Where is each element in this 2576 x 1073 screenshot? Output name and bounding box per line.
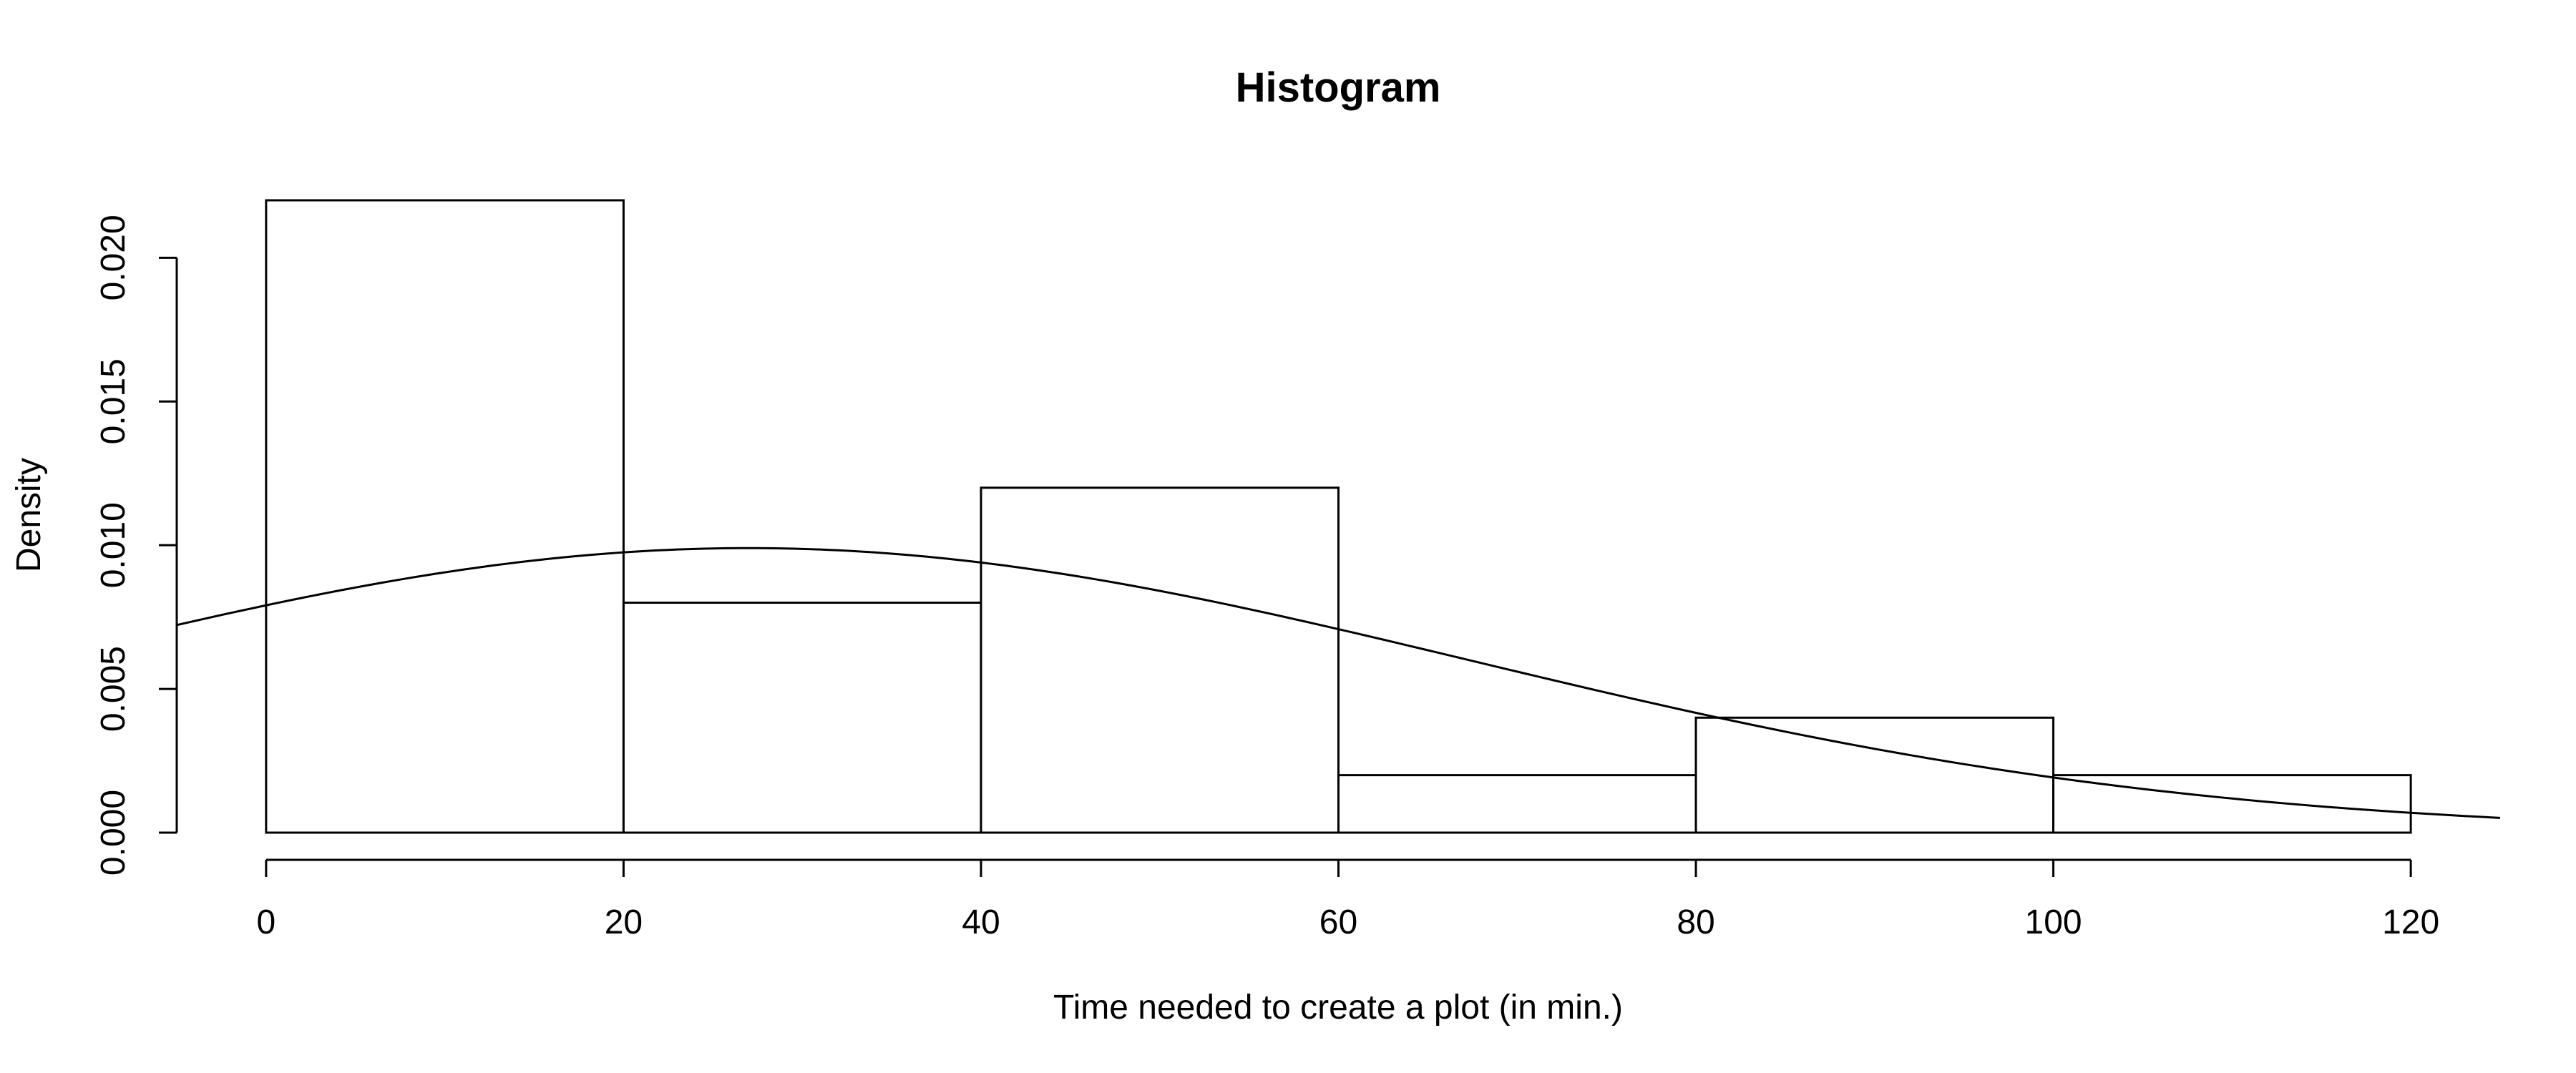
histogram-bar-1 — [265, 199, 625, 834]
y-axis-label: Density — [10, 458, 48, 572]
chart-title: Histogram — [1236, 64, 1441, 111]
x-tick-label-80: 80 — [1677, 903, 1714, 941]
x-tick-label-40: 40 — [962, 903, 1000, 941]
y-tick-label-0.010: 0.010 — [94, 502, 132, 588]
x-axis-label: Time needed to create a plot (in min.) — [1053, 989, 1623, 1027]
y-tick-label-0.015: 0.015 — [94, 358, 132, 444]
y-tick-label-0.000: 0.000 — [94, 790, 132, 876]
histogram-bar-3 — [980, 486, 1340, 834]
y-tick-label-0.005: 0.005 — [94, 646, 132, 732]
histogram-bars — [265, 199, 2412, 834]
x-axis: 0 20 40 60 80 100 120 — [257, 858, 2439, 941]
y-tick-label-0.020: 0.020 — [94, 215, 132, 300]
density-curve-layer — [176, 547, 2501, 819]
histogram-bar-4 — [1337, 774, 1697, 834]
x-tick-label-100: 100 — [2025, 903, 2082, 941]
x-tick-label-120: 120 — [2382, 903, 2439, 941]
x-tick-label-20: 20 — [605, 903, 643, 941]
histogram-bar-2 — [622, 602, 982, 834]
x-tick-label-60: 60 — [1319, 903, 1357, 941]
x-tick-label-0: 0 — [257, 903, 276, 941]
normal-density-curve — [176, 547, 2501, 819]
histogram-bar-5 — [1694, 716, 2055, 834]
y-axis: 0.000 0.005 0.010 0.015 0.020 — [94, 215, 178, 876]
